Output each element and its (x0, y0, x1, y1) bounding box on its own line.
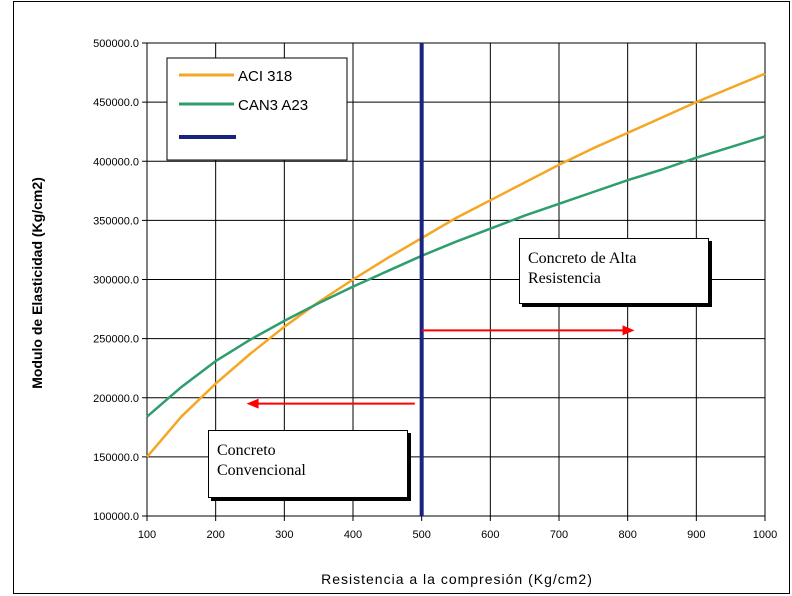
y-tick-label-6: 400000.0 (93, 156, 139, 168)
x-tick-label-1: 200 (206, 529, 224, 541)
x-tick-label-2: 300 (275, 529, 293, 541)
legend-label-aci318: ACI 318 (238, 68, 292, 85)
annotation-conventional-line1: Concreto (217, 442, 276, 459)
chart-frame: 100000.0 150000.0 200000.0 250000.0 300000.0… (13, 1, 790, 594)
annotation-conventional-line2: Convencional (217, 462, 306, 479)
x-tick-label-9: 1000 (753, 529, 777, 541)
x-tick-label-8: 900 (687, 529, 705, 541)
annotation-high-line1: Concreto de Alta (528, 250, 637, 267)
x-tick-label-3: 400 (344, 529, 362, 541)
chart-svg: 100000.0 150000.0 200000.0 250000.0 300000.0… (29, 38, 777, 587)
x-tick-label-6: 700 (550, 529, 568, 541)
y-tick-label-1: 150000.0 (93, 452, 139, 464)
y-tick-label-0: 100000.0 (93, 511, 139, 523)
x-tick-label-4: 500 (412, 529, 430, 541)
arrow-head-0 (622, 325, 635, 336)
annotation-conventional: Concreto Convencional (208, 430, 408, 498)
y-tick-label-5: 350000.0 (93, 215, 139, 227)
arrow-head-1 (246, 398, 259, 409)
legend-label-can3a23: CAN3 A23 (238, 97, 308, 114)
arrows (246, 325, 635, 409)
y-tick-label-2: 200000.0 (93, 393, 139, 405)
annotation-high-line2: Resistencia (528, 270, 601, 287)
y-tick-label-3: 250000.0 (93, 334, 139, 346)
y-tick-labels: 100000.0 150000.0 200000.0 250000.0 300000.0… (93, 38, 139, 523)
x-tick-labels: 100 200 300 400 500 600 700 800 900 1000 (138, 529, 777, 541)
legend: ACI 318 CAN3 A23 (166, 57, 348, 161)
x-tick-label-0: 100 (138, 529, 156, 541)
x-tick-label-5: 600 (481, 529, 499, 541)
series-line-can3-a23 (146, 135, 766, 418)
annotation-high-strength: Concreto de Alta Resistencia (519, 238, 709, 304)
y-tick-label-4: 300000.0 (93, 275, 139, 287)
y-tick-label-8: 500000.0 (93, 38, 139, 50)
series-line-aci-318 (146, 72, 766, 458)
x-tick-label-7: 800 (618, 529, 636, 541)
x-axis-title: Resistencia a la compresión (Kg/cm2) (321, 571, 593, 587)
y-tick-label-7: 450000.0 (93, 97, 139, 109)
series-lines (146, 43, 766, 516)
y-axis-title: Modulo de Elasticidad (Kg/cm2) (29, 177, 45, 389)
